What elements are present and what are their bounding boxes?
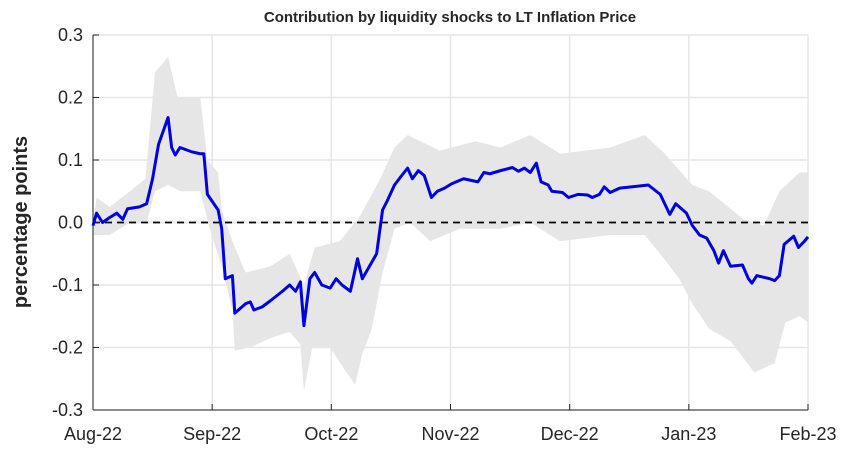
x-tick-label: Sep-22 <box>183 424 241 444</box>
x-tick-label: Jan-23 <box>661 424 716 444</box>
y-tick-label: -0.3 <box>52 400 83 420</box>
y-tick-label: 0.3 <box>58 25 83 45</box>
x-tick-label: Feb-23 <box>779 424 836 444</box>
chart-title: Contribution by liquidity shocks to LT I… <box>264 9 636 26</box>
x-tick-label: Oct-22 <box>304 424 358 444</box>
data-line <box>91 116 810 328</box>
x-tick-label: Dec-22 <box>541 424 599 444</box>
x-tick-label: Nov-22 <box>421 424 479 444</box>
y-tick-label: -0.2 <box>52 338 83 358</box>
y-tick-label: -0.1 <box>52 275 83 295</box>
y-tick-label: 0.1 <box>58 150 83 170</box>
x-tick-label: Aug-22 <box>64 424 122 444</box>
y-tick-label: 0.2 <box>58 88 83 108</box>
y-axis-label: percentage points <box>10 136 32 308</box>
y-tick-label: 0.0 <box>58 213 83 233</box>
confidence-band <box>93 56 808 392</box>
